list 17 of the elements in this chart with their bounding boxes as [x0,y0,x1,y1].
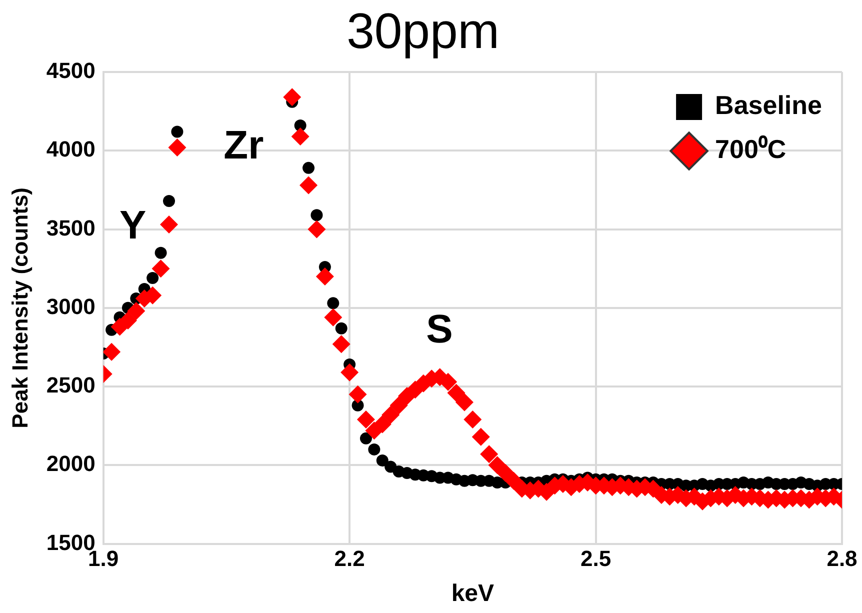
x-axis-title: keV [451,580,494,608]
x-tick-label: 2.8 [826,546,858,572]
y-tick-label: 2000 [46,451,96,476]
annotation: Y [120,204,147,248]
y-tick-label: 2500 [46,372,96,398]
y-axis-title: Peak Intensity (counts) [7,187,32,428]
legend-label: 700⁰C [715,134,786,164]
y-tick-label: 4500 [46,58,96,84]
x-tick-label: 2.2 [334,546,365,572]
annotation: Zr [224,124,264,168]
x-tick-label: 2.5 [580,546,612,572]
y-tick-label: 3500 [46,215,96,240]
y-tick-label: 4000 [46,136,96,162]
annotation: S [426,308,453,352]
legend-label: Baseline [715,90,822,120]
chart-title: 30ppm [346,2,500,59]
y-tick-label: 3000 [46,294,96,319]
